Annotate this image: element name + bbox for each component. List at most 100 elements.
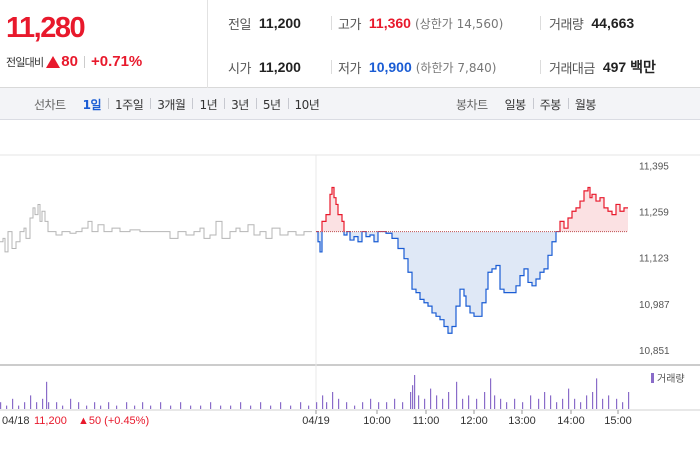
volume-value: 44,663 (591, 15, 635, 31)
tab-1-year[interactable]: 1년 (192, 96, 224, 113)
change-value: 80 (61, 53, 78, 70)
x-tick-label: 10:00 (363, 415, 391, 427)
volume-bar (602, 398, 604, 409)
prev-day-price-line (0, 203, 312, 253)
tab-daily-candle[interactable]: 일봉 (504, 97, 527, 112)
volume-bar (410, 392, 412, 409)
volume-bar-prev (56, 402, 58, 409)
tab-10-years[interactable]: 10년 (287, 96, 327, 113)
volume-bar (592, 392, 594, 409)
open-label: 시가 (228, 61, 251, 77)
y-tick-label: 11,123 (639, 254, 669, 265)
line-chart-tabs: 선차트 1일 1주일 3개월 1년 3년 5년 10년 (34, 88, 326, 120)
prev-close-stat: 전일 11,200 (228, 13, 301, 33)
x-tick-label: 13:00 (508, 415, 536, 427)
volume-bar-prev (190, 405, 192, 409)
volume-bar-prev (36, 402, 38, 409)
volume-bar (412, 385, 414, 409)
divider (540, 60, 541, 74)
volume-bar (586, 395, 588, 409)
y-tick-label: 10,851 (639, 346, 670, 357)
volume-bar (414, 375, 416, 409)
volume-bar (316, 402, 318, 409)
volume-bar (402, 402, 404, 409)
high-stat: 고가 11,360 (상한가 14,560) (338, 13, 503, 33)
volume-bar-prev (100, 405, 102, 409)
volume-bars (0, 375, 630, 409)
volume-bar (386, 402, 388, 409)
today-down-line (316, 231, 561, 334)
volume-bar-prev (280, 402, 282, 409)
change-row: 전일대비 80 +0.71% (6, 53, 142, 70)
low-label: 저가 (338, 61, 361, 77)
lower-limit: (하한가 7,840) (415, 60, 497, 75)
current-price: 11,280 (6, 12, 86, 44)
today-up-line (316, 186, 628, 232)
tab-monthly-candle[interactable]: 월봉 (567, 96, 603, 113)
volume-bar-prev (48, 402, 50, 409)
candle-chart-tabs: 봉차트 일봉 주봉 월봉 (456, 88, 603, 120)
today-up-area (316, 187, 628, 232)
prev-day-date: 04/18 (2, 415, 30, 427)
volume-bar (550, 395, 552, 409)
volume-legend-swatch (651, 373, 654, 383)
amount-stat: 거래대금 497 백만 (549, 57, 656, 77)
volume-bar (362, 402, 364, 409)
x-tick-label: 12:00 (460, 415, 488, 427)
x-tick-label: 15:00 (604, 415, 632, 427)
prev-day-change: ▲50 (+0.45%) (78, 415, 149, 427)
volume-bar-prev (30, 395, 32, 409)
volume-bar-prev (18, 405, 20, 409)
tab-3-years[interactable]: 3년 (224, 96, 256, 113)
open-stat: 시가 11,200 (228, 57, 301, 77)
amount-label: 거래대금 (549, 61, 595, 77)
volume-bar (484, 392, 486, 409)
volume-bar-prev (108, 402, 110, 409)
tab-1-week[interactable]: 1주일 (108, 96, 150, 113)
tab-5-years[interactable]: 5년 (255, 96, 288, 113)
divider (331, 16, 332, 30)
volume-bar (354, 405, 356, 409)
line-chart-heading: 선차트 (34, 97, 66, 112)
volume-bar-prev (78, 402, 80, 409)
volume-bar-prev (230, 405, 232, 409)
volume-bar (596, 378, 598, 409)
volume-bar (442, 398, 444, 409)
divider (540, 16, 541, 30)
volume-bar-prev (300, 402, 302, 409)
volume-bar-prev (150, 405, 152, 409)
low-stat: 저가 10,900 (하한가 7,840) (338, 57, 496, 77)
prev-close-label: 전일 (228, 17, 251, 33)
volume-bar (346, 402, 348, 409)
amount-value: 497 백만 (602, 59, 656, 75)
volume-bar-prev (42, 398, 44, 409)
volume-bar (574, 398, 576, 409)
tab-weekly-candle[interactable]: 주봉 (532, 96, 568, 113)
volume-bar-prev (0, 402, 2, 409)
volume-label: 거래량 (549, 17, 584, 33)
volume-bar (370, 398, 372, 409)
volume-bar-prev (270, 405, 272, 409)
volume-bar (514, 398, 516, 409)
volume-bar (418, 395, 420, 409)
tab-3-months[interactable]: 3개월 (150, 96, 192, 113)
volume-stat: 거래량 44,663 (549, 13, 634, 33)
volume-bar (556, 402, 558, 409)
volume-bar (608, 395, 610, 409)
volume-bar (568, 388, 570, 409)
volume-bar (616, 398, 618, 409)
volume-bar (430, 388, 432, 409)
today-down-area (318, 231, 556, 334)
quote-summary: 11,280 전일대비 80 +0.71% 전일 11,200 고가 11,36… (0, 0, 700, 88)
x-tick-label: 14:00 (557, 415, 585, 427)
candle-chart-heading: 봉차트 (456, 97, 488, 112)
volume-bar (500, 398, 502, 409)
volume-bar (436, 395, 438, 409)
volume-bar (332, 392, 334, 409)
volume-bar-prev (62, 405, 64, 409)
tab-1-day[interactable]: 1일 (82, 97, 102, 112)
high-label: 고가 (338, 17, 361, 33)
prev-day-price: 11,200 (34, 415, 67, 427)
volume-bar (490, 378, 492, 409)
volume-bar-prev (46, 381, 48, 409)
